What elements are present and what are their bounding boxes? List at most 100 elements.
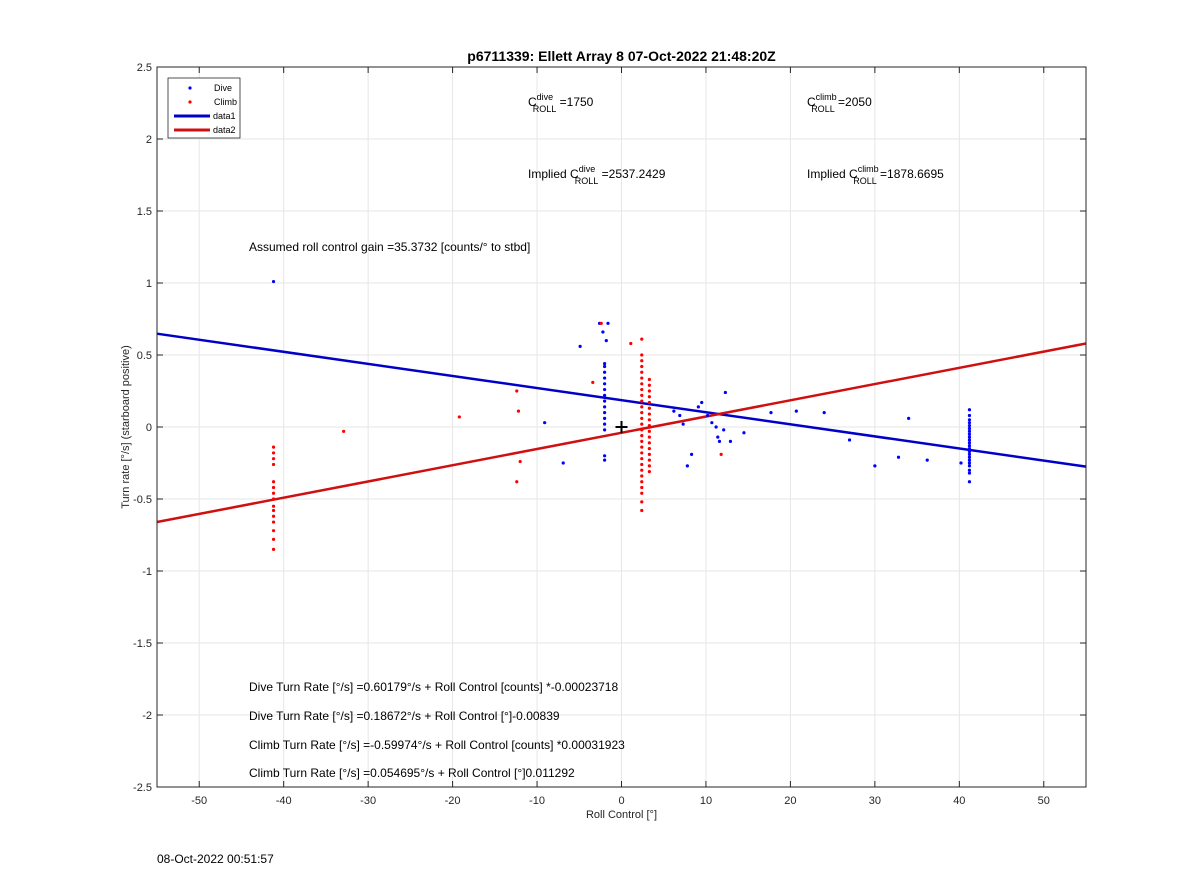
legend: Dive Climb data1 data2	[167, 77, 241, 139]
climb-point	[640, 376, 644, 380]
dive-point	[967, 413, 972, 418]
dive-point	[603, 399, 607, 403]
climb-point	[271, 508, 276, 513]
x-tick-label: 20	[784, 795, 796, 807]
climb-point	[271, 491, 276, 495]
climb-point	[640, 405, 644, 409]
c-roll-dive-value: =1750	[556, 95, 593, 109]
fit-line-data1	[156, 332, 1087, 468]
axis-ticks: -50 -40 -30 -20 -10 0 10 20 30 40 50-2.5-2-1.5-1-0…	[133, 62, 1086, 807]
y-axis-label: Turn rate [°/s] (starboard positive)	[120, 345, 132, 509]
dive-point	[561, 461, 565, 465]
climb-point	[271, 480, 276, 484]
dive-point	[603, 416, 607, 420]
dive-point	[685, 464, 689, 468]
climb-point	[640, 382, 644, 386]
c-roll-dive: Cdive ROLL =1750	[528, 92, 594, 114]
dive-point	[722, 428, 726, 432]
climb-point	[647, 458, 651, 462]
implied-c-roll-climb-value: =1878.6695	[877, 167, 944, 181]
climb-point	[647, 435, 651, 439]
dive-point	[873, 464, 877, 468]
climb-point	[640, 474, 644, 478]
climb-point	[640, 393, 644, 397]
climb-point	[640, 485, 644, 490]
dive-point	[696, 405, 700, 409]
climb-point	[719, 452, 723, 456]
dive-point	[723, 390, 727, 395]
climb-point	[640, 370, 644, 374]
dive-point	[967, 449, 972, 454]
climb-point	[647, 470, 651, 474]
dive-point	[716, 435, 720, 439]
fit-equation: Dive Turn Rate [°/s] =0.18672°/s + Roll …	[249, 709, 560, 723]
dive-point	[603, 458, 607, 462]
dive-point	[543, 421, 547, 425]
c-roll-climb: Cclimb ROLL =2050	[807, 92, 872, 114]
dive-point	[606, 321, 610, 325]
x-tick-label: -40	[276, 795, 292, 807]
x-tick-label: -10	[529, 795, 545, 807]
c-roll-climb-sup: climb	[816, 92, 837, 102]
climb-point	[599, 321, 603, 325]
dive-point	[742, 431, 746, 435]
dive-point	[794, 409, 798, 413]
climb-point	[640, 428, 644, 432]
c-roll-dive-sym: C	[528, 95, 537, 109]
dive-point	[967, 480, 972, 484]
climb-point	[271, 497, 276, 501]
c-roll-climb-sub: ROLL	[811, 104, 835, 114]
y-tick-label: -1	[142, 566, 152, 578]
climb-point	[271, 547, 276, 552]
dive-point	[706, 413, 710, 418]
climb-point	[271, 504, 276, 508]
dive-point	[603, 387, 607, 392]
y-tick-label: -2.5	[133, 782, 152, 794]
dive-point	[967, 471, 972, 475]
y-tick-label: 2.5	[137, 62, 152, 74]
climb-point	[271, 520, 276, 524]
y-tick-label: 1.5	[137, 206, 152, 218]
climb-point	[640, 508, 644, 513]
climb-point	[640, 422, 644, 426]
legend-box	[167, 77, 241, 139]
dive-point	[967, 418, 972, 422]
y-tick-label: -0.5	[133, 494, 152, 506]
climb-point	[640, 491, 644, 495]
climb-point	[647, 418, 651, 422]
implied-c-roll-dive-sub: ROLL	[575, 176, 599, 186]
climb-point	[647, 377, 651, 382]
fit-equation: Climb Turn Rate [°/s] =0.054695°/s + Rol…	[249, 766, 575, 780]
climb-point	[271, 457, 276, 461]
dive-point	[967, 408, 972, 412]
climb-point	[640, 353, 644, 357]
dive-point	[717, 439, 722, 443]
dive-point	[710, 421, 714, 425]
implied-c-roll-climb-sup: climb	[858, 164, 879, 174]
climb-point	[271, 514, 276, 518]
dive-point	[967, 458, 972, 462]
legend-label: Climb	[214, 97, 237, 107]
dive-point	[967, 441, 972, 445]
climb-point	[647, 395, 651, 399]
climb-point	[640, 451, 644, 455]
climb-point	[647, 452, 651, 456]
dive-point	[967, 429, 972, 433]
fit-equation: Dive Turn Rate [°/s] =0.60179°/s + Roll …	[249, 680, 618, 694]
implied-c-roll-dive-value: =2537.2429	[598, 167, 665, 181]
dive-point	[967, 423, 972, 428]
dive-point	[967, 464, 972, 468]
c-roll-climb-value: =2050	[835, 95, 872, 109]
legend-marker-dive	[188, 86, 192, 90]
implied-c-roll-climb-sub: ROLL	[853, 176, 877, 186]
x-tick-label: 40	[953, 795, 965, 807]
c-roll-climb-sym: C	[807, 95, 816, 109]
dive-point	[603, 454, 607, 458]
dive-point	[967, 432, 972, 436]
climb-point	[271, 529, 276, 533]
climb-point	[457, 415, 461, 419]
climb-point	[640, 457, 644, 461]
climb-point	[647, 447, 651, 451]
dive-point	[967, 438, 972, 442]
x-tick-label: 30	[869, 795, 881, 807]
